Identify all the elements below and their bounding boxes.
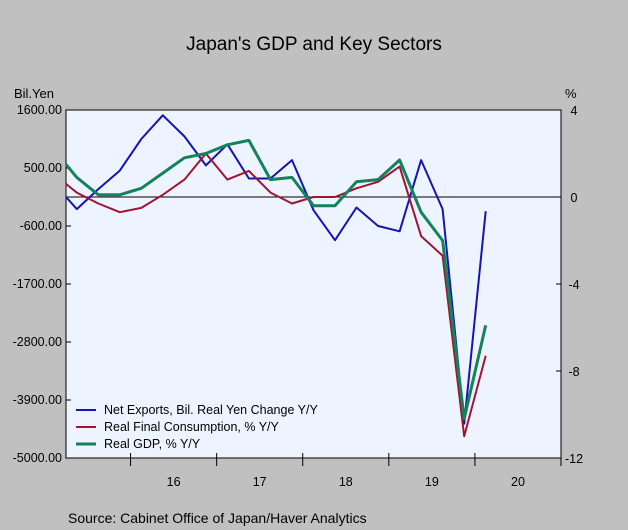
left-axis-tick-label: -2800.00 bbox=[13, 335, 62, 349]
left-axis: 1600.00 500.00 -600.00 -1700.00 -2800.00 -390… bbox=[13, 103, 71, 465]
left-axis-tick-label: -1700.00 bbox=[13, 277, 62, 291]
x-axis-year-label: 16 bbox=[167, 475, 181, 489]
x-axis-year-label: 20 bbox=[511, 475, 525, 489]
series-line-2 bbox=[65, 152, 487, 438]
year-separators bbox=[130, 453, 562, 466]
x-axis: 16 17 18 19 20 bbox=[167, 475, 525, 489]
x-axis-year-label: 19 bbox=[425, 475, 439, 489]
source-note: Source: Cabinet Office of Japan/Haver An… bbox=[68, 510, 367, 526]
right-axis-tick-label: -12 bbox=[565, 452, 583, 466]
right-axis-tick-label: 4 bbox=[571, 104, 578, 118]
left-axis-tick-label: -600.00 bbox=[20, 219, 62, 233]
left-axis-unit: Bil.Yen bbox=[14, 86, 54, 101]
legend-label: Real GDP, % Y/Y bbox=[104, 437, 201, 451]
x-axis-year-label: 17 bbox=[253, 475, 267, 489]
series-lines bbox=[64, 114, 488, 438]
chart-title: Japan's GDP and Key Sectors bbox=[186, 34, 442, 55]
x-axis-year-label: 18 bbox=[339, 475, 353, 489]
legend-label: Real Final Consumption, % Y/Y bbox=[104, 420, 280, 434]
legend-label: Net Exports, Bil. Real Yen Change Y/Y bbox=[104, 403, 318, 417]
left-axis-tick-label: -5000.00 bbox=[13, 451, 62, 465]
right-axis-tick-label: -8 bbox=[568, 365, 579, 379]
left-axis-tick-label: -3900.00 bbox=[13, 393, 62, 407]
left-axis-tick-label: 1600.00 bbox=[17, 103, 62, 117]
right-axis-unit: % bbox=[565, 86, 577, 101]
right-axis: 4 0 -4 -8 -12 bbox=[556, 104, 583, 466]
series-line-3 bbox=[64, 138, 488, 421]
legend: Net Exports, Bil. Real Yen Change Y/Y Rea… bbox=[76, 403, 318, 451]
right-axis-tick-label: 0 bbox=[571, 191, 578, 205]
right-axis-tick-label: -4 bbox=[568, 278, 579, 292]
left-axis-tick-label: 500.00 bbox=[24, 161, 62, 175]
